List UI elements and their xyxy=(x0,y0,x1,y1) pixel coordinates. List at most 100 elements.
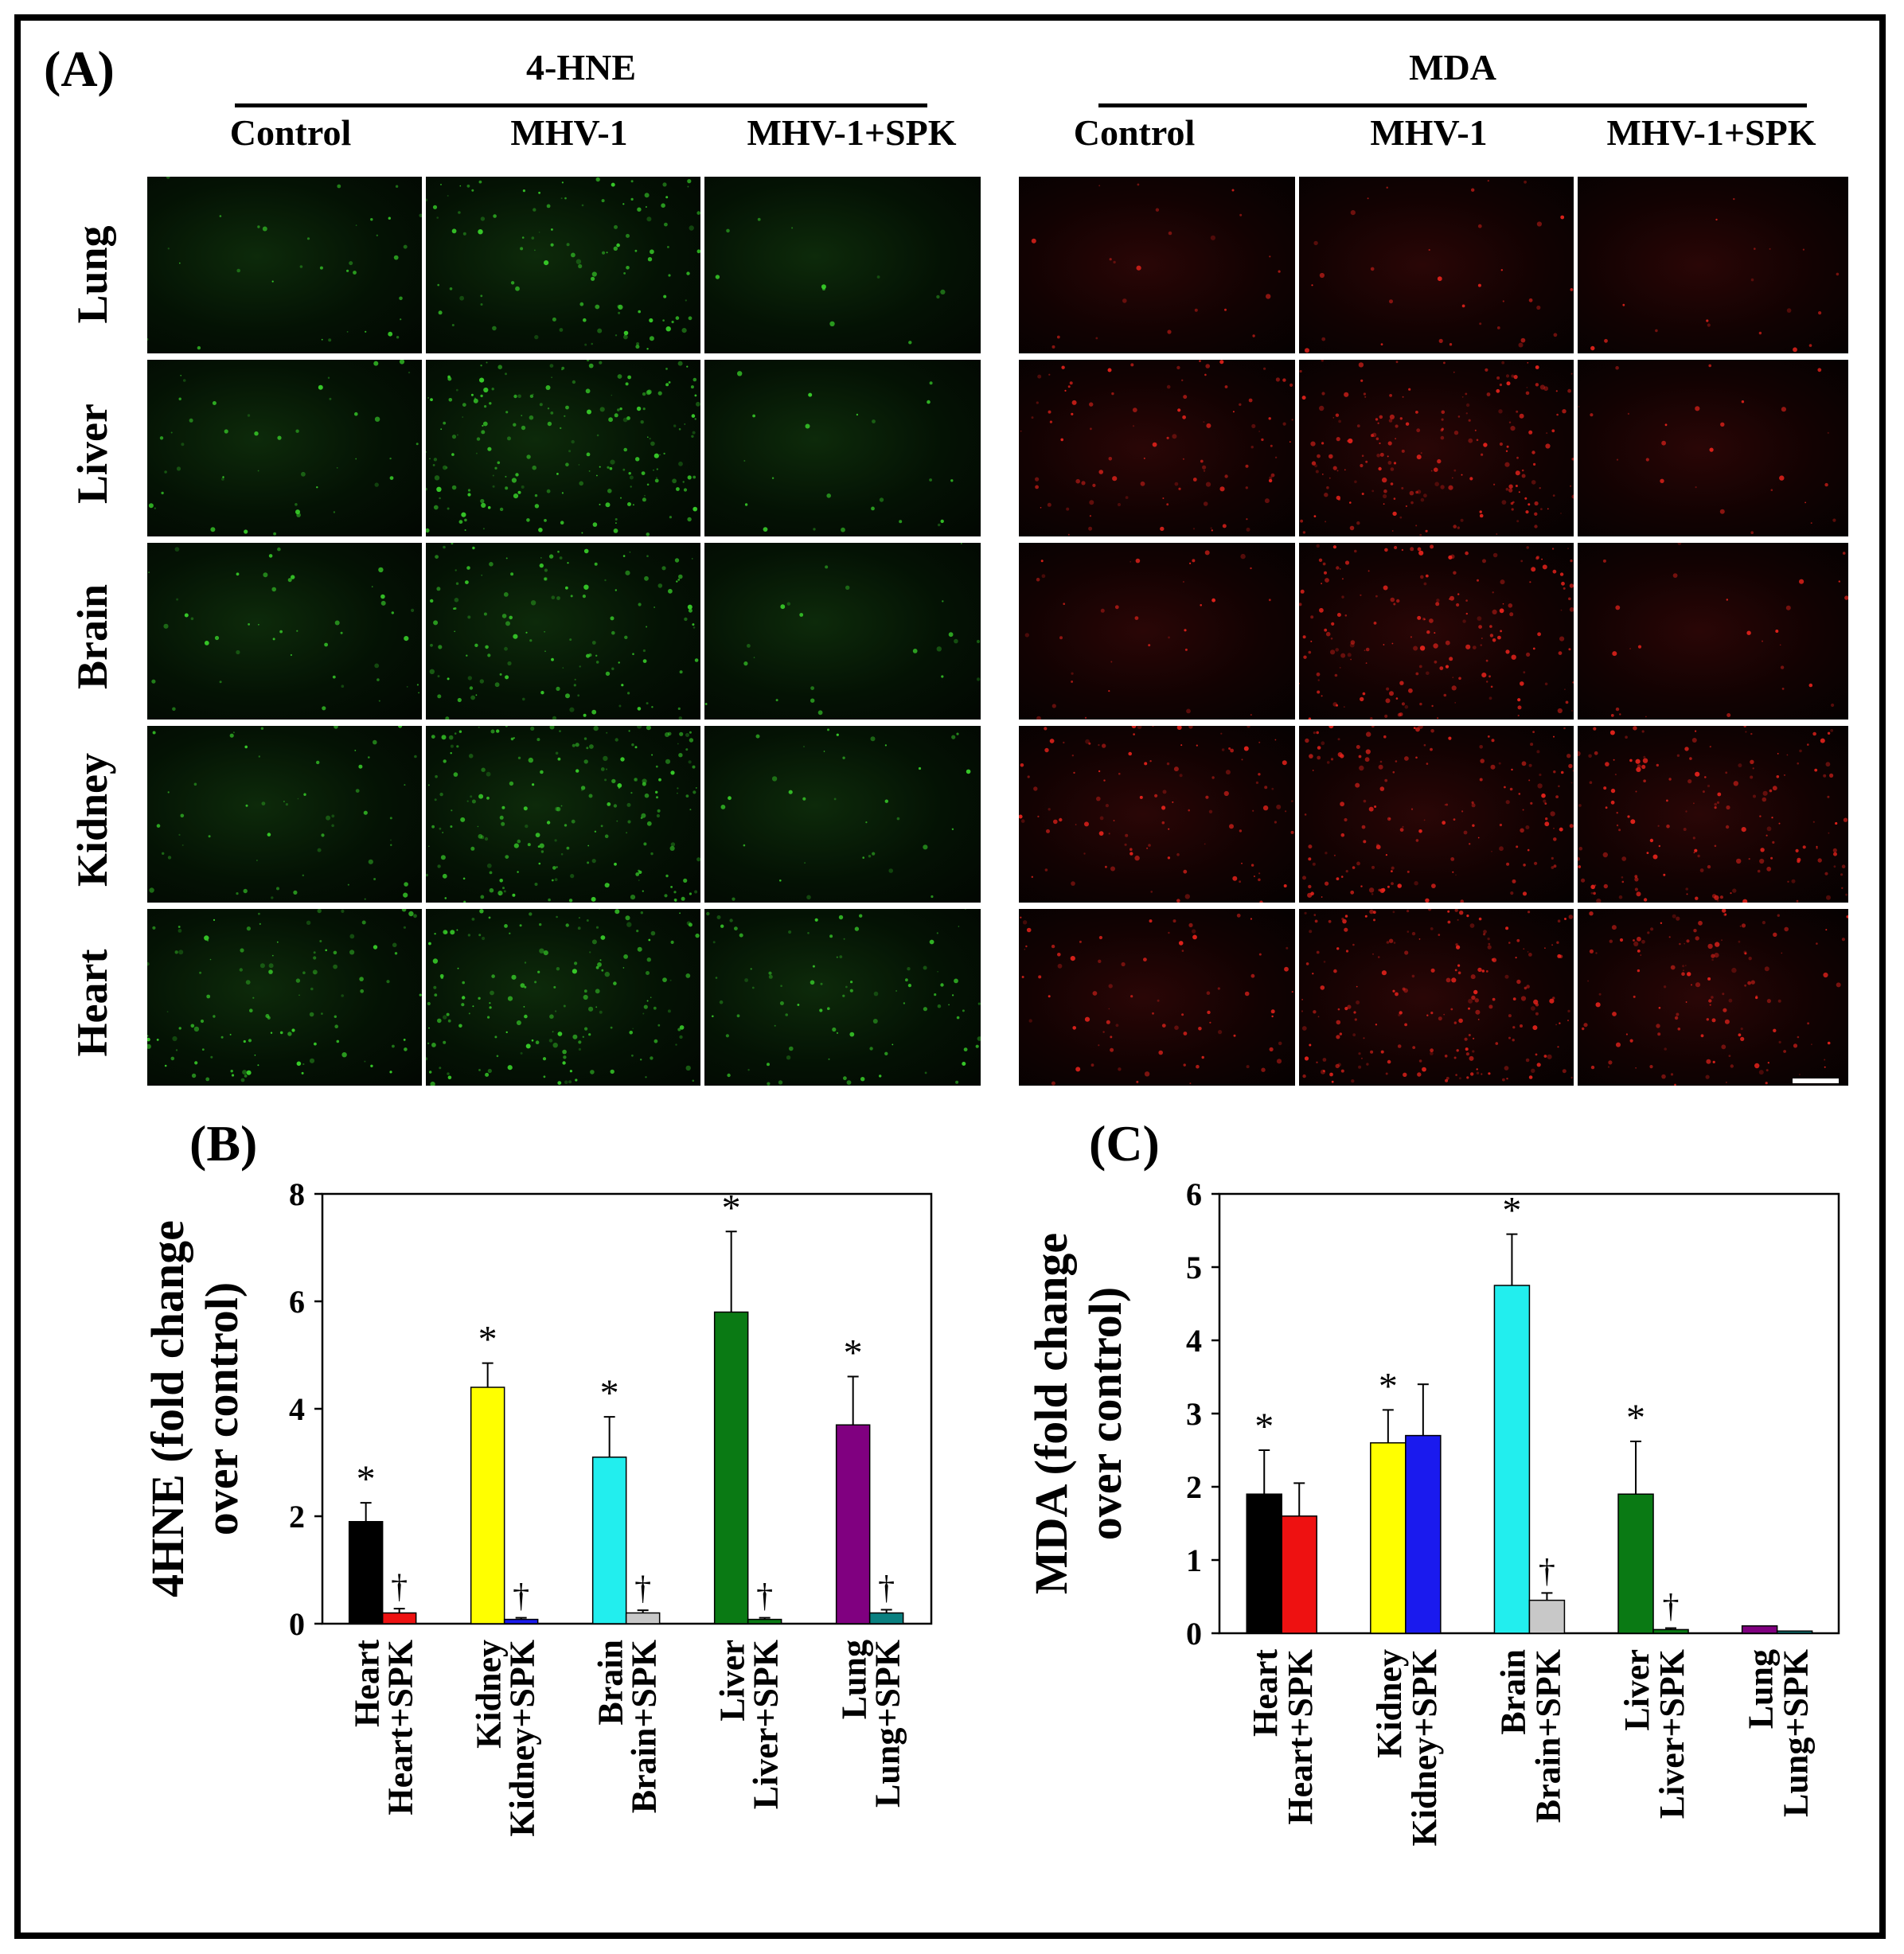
micrograph-4hne-kidney-mhv-1-spk xyxy=(704,726,981,903)
micrograph-mda-kidney-mhv-1 xyxy=(1299,726,1574,903)
row-label-brain: Brain xyxy=(68,583,116,690)
bar-lung xyxy=(835,1424,871,1624)
y-tick-label: 8 xyxy=(289,1176,305,1212)
bar-brain-spk xyxy=(1528,1599,1566,1634)
micrograph-4hne-lung-mhv-1-spk xyxy=(704,177,981,353)
x-tick-label: Lung xyxy=(1742,1649,1781,1729)
micrograph-mda-heart-mhv-1-spk xyxy=(1578,909,1848,1086)
micrograph-mda-liver-mhv-1-spk xyxy=(1578,360,1848,536)
micrograph-4hne-liver-mhv-1 xyxy=(426,360,700,536)
bar-lung-spk xyxy=(1776,1630,1813,1634)
micrograph-4hne-heart-control xyxy=(147,909,422,1086)
micrograph-4hne-lung-control xyxy=(147,177,422,353)
significance-marker: * xyxy=(1379,1365,1398,1407)
micrograph-mda-heart-control xyxy=(1019,909,1295,1086)
x-tick-label: Liver xyxy=(1617,1649,1656,1731)
significance-marker: † xyxy=(1539,1553,1555,1589)
bar-kidney xyxy=(470,1387,505,1624)
col-mda-mhv1: MHV-1 xyxy=(1370,112,1488,153)
x-tick-label: Lung xyxy=(835,1640,874,1719)
bar-kidney-spk xyxy=(503,1618,539,1624)
row-label-lung: Lung xyxy=(68,225,116,324)
micrograph-4hne-brain-mhv-1-spk xyxy=(704,543,981,720)
micrograph-mda-kidney-mhv-1-spk xyxy=(1578,726,1848,903)
bar-lung-spk xyxy=(868,1612,904,1624)
significance-marker: * xyxy=(844,1332,863,1375)
significance-marker: † xyxy=(513,1578,529,1615)
panel-c-label: (C) xyxy=(1089,1115,1160,1172)
panel-a-label: (A) xyxy=(44,41,115,97)
significance-marker: † xyxy=(1663,1589,1680,1625)
bar-heart xyxy=(1246,1493,1282,1634)
significance-marker: † xyxy=(634,1570,651,1607)
micrograph-mda-lung-control xyxy=(1019,177,1295,353)
significance-marker: * xyxy=(478,1319,497,1361)
y-tick-label: 5 xyxy=(1186,1250,1202,1285)
significance-marker: * xyxy=(357,1458,376,1500)
bar-brain xyxy=(591,1457,627,1624)
row-label-heart: Heart xyxy=(68,949,116,1057)
x-tick-label: Heart+SPK xyxy=(1281,1649,1320,1825)
significance-marker: * xyxy=(600,1372,619,1414)
micrograph-4hne-kidney-control xyxy=(147,726,422,903)
micrograph-mda-brain-mhv-1 xyxy=(1299,543,1574,720)
significance-marker: * xyxy=(722,1187,741,1229)
x-tick-label: Kidney+SPK xyxy=(503,1640,542,1837)
x-tick-label: Lung+SPK xyxy=(868,1640,907,1808)
panel-b-label: (B) xyxy=(189,1115,258,1172)
micrograph-mda-liver-control xyxy=(1019,360,1295,536)
bar-heart xyxy=(348,1521,384,1624)
bar-heart-spk xyxy=(1281,1515,1317,1634)
col-4hne-control: Control xyxy=(229,112,352,153)
micrograph-4hne-liver-mhv-1-spk xyxy=(704,360,981,536)
figure-frame xyxy=(14,14,1886,1939)
y-tick-label: 3 xyxy=(1186,1396,1202,1432)
y-tick-label: 0 xyxy=(1186,1616,1202,1652)
group-rule-4hne xyxy=(235,103,927,107)
x-tick-label: Heart xyxy=(1246,1649,1285,1737)
group-title-4hne: 4-HNE xyxy=(526,47,636,88)
y-tick-label: 1 xyxy=(1186,1543,1202,1578)
row-label-kidney: Kidney xyxy=(68,752,116,887)
micrograph-mda-brain-control xyxy=(1019,543,1295,720)
bar-kidney xyxy=(1370,1442,1407,1634)
micrograph-4hne-lung-mhv-1 xyxy=(426,177,700,353)
x-tick-label: Liver+SPK xyxy=(1652,1649,1691,1819)
micrograph-mda-kidney-control xyxy=(1019,726,1295,903)
x-tick-label: Heart+SPK xyxy=(381,1640,420,1816)
x-tick-label: Lung+SPK xyxy=(1777,1649,1816,1817)
micrograph-mda-heart-mhv-1 xyxy=(1299,909,1574,1086)
significance-marker: † xyxy=(878,1570,895,1606)
micrograph-4hne-brain-mhv-1 xyxy=(426,543,700,720)
y-axis-label: 4HNE (fold changeover control) xyxy=(142,1220,248,1597)
micrograph-mda-lung-mhv-1 xyxy=(1299,177,1574,353)
micrograph-4hne-heart-mhv-1-spk xyxy=(704,909,981,1086)
y-tick-label: 0 xyxy=(289,1606,305,1642)
y-axis-label: MDA (fold changeover control) xyxy=(1025,1233,1131,1594)
y-tick-label: 6 xyxy=(1186,1176,1202,1212)
x-tick-label: Liver xyxy=(713,1640,752,1722)
bar-lung xyxy=(1741,1625,1778,1634)
y-tick-label: 2 xyxy=(1186,1469,1202,1505)
significance-marker: * xyxy=(1626,1397,1645,1439)
x-tick-label: Brain+SPK xyxy=(625,1640,664,1813)
x-tick-label: Kidney xyxy=(470,1640,509,1749)
micrograph-mda-liver-mhv-1 xyxy=(1299,360,1574,536)
row-label-liver: Liver xyxy=(68,404,116,504)
bar-liver xyxy=(713,1311,749,1624)
y-tick-label: 2 xyxy=(289,1499,305,1535)
micrograph-4hne-heart-mhv-1 xyxy=(426,909,700,1086)
x-tick-label: Brain+SPK xyxy=(1528,1649,1567,1823)
bar-kidney-spk xyxy=(1405,1434,1442,1634)
x-tick-label: Liver+SPK xyxy=(747,1640,786,1809)
micrograph-4hne-brain-control xyxy=(147,543,422,720)
x-tick-label: Kidney xyxy=(1370,1649,1409,1758)
micrograph-4hne-liver-control xyxy=(147,360,422,536)
col-mda-control: Control xyxy=(1073,112,1196,153)
x-tick-label: Brain xyxy=(1493,1649,1532,1735)
bar-brain-spk xyxy=(625,1612,661,1624)
col-4hne-mhv1: MHV-1 xyxy=(510,112,628,153)
micrograph-4hne-kidney-mhv-1 xyxy=(426,726,700,903)
chart-4hne: 0 2 4 6 8 4HNE (fold changeover control) * Hear… xyxy=(142,1176,933,1837)
group-title-mda: MDA xyxy=(1409,47,1496,88)
